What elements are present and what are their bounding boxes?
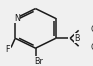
Text: Br: Br	[35, 57, 44, 66]
Text: OH: OH	[90, 43, 93, 52]
Text: B: B	[74, 34, 80, 43]
Text: OH: OH	[90, 25, 93, 34]
Text: F: F	[6, 45, 10, 54]
Text: N: N	[14, 14, 20, 23]
